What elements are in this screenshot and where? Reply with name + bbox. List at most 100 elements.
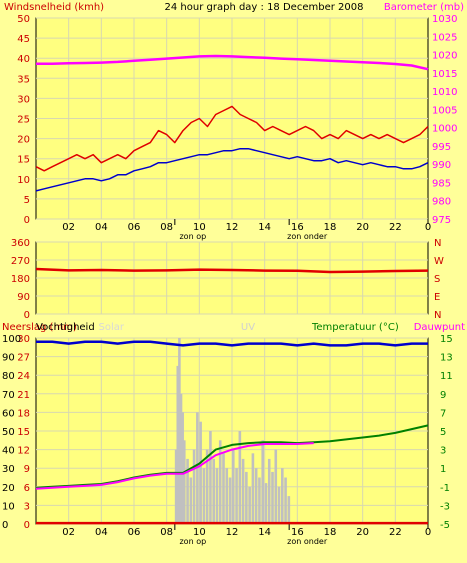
solar-bar [284, 477, 287, 524]
barometer-y-tick-label: 1000 [432, 124, 457, 135]
solar-bar [267, 458, 271, 524]
temperature-y-tick-label: 1 [440, 464, 446, 475]
solar-bar [287, 496, 291, 524]
humidity-axis-title: Vochtigheid [36, 322, 95, 333]
wind-y-tick-label: 20 [17, 135, 30, 146]
solar-bar [212, 458, 215, 524]
humidity-y-tick-label: 40 [2, 446, 15, 457]
chart-layer: 0510152025303540455097598098599099510001… [2, 14, 457, 546]
chart-title: 24 hour graph day : 18 December 2008 [165, 2, 364, 13]
solar-bar [277, 486, 281, 524]
solar-bar [254, 468, 258, 524]
solar-bar [241, 458, 245, 524]
solar-bar [199, 421, 202, 524]
barometer-y-tick-label: 980 [432, 197, 451, 208]
solar-bar [176, 365, 180, 524]
wind-y-tick-label: 50 [17, 14, 30, 25]
wind-y-tick-label: 10 [17, 175, 30, 186]
wind-y-tick-label: 40 [17, 54, 30, 65]
x-tick-label: 22 [389, 222, 402, 233]
solar-bar [264, 483, 268, 524]
solar-bar [222, 453, 225, 524]
solar-bar [209, 431, 212, 524]
sun-marker-label: zon onder [287, 537, 328, 546]
dewpoint-line [35, 442, 314, 490]
solar-bar [228, 477, 232, 524]
x-tick-label: 14 [258, 222, 271, 233]
temperature-axis-title: Temperatuur (°C) [311, 322, 399, 333]
solar-bar [202, 468, 206, 524]
x-tick-label: 20 [356, 527, 369, 538]
barometer-y-tick-label: 1005 [432, 105, 457, 116]
rain-y-tick-label: 12 [17, 446, 30, 457]
direction-y-tick-label: 180 [11, 274, 30, 285]
compass-label: W [434, 256, 444, 267]
solar-bar [181, 412, 184, 524]
humidity-y-tick-label: 20 [2, 483, 15, 494]
temperature-y-tick-label: -3 [440, 501, 450, 512]
rain-y-tick-label: 18 [17, 408, 30, 419]
temperature-y-tick-label: 13 [440, 353, 453, 364]
x-tick-label: 12 [226, 222, 239, 233]
temperature-y-tick-label: 15 [440, 334, 453, 345]
humidity-y-tick-label: 30 [2, 464, 15, 475]
humidity-y-tick-label: 100 [2, 334, 21, 345]
x-tick-label: 10 [193, 527, 206, 538]
barometer-y-tick-label: 1030 [432, 14, 457, 25]
x-tick-label: 04 [95, 527, 108, 538]
barometer-y-tick-label: 975 [432, 215, 451, 226]
solar-bar [232, 449, 235, 524]
x-tick-label: 18 [324, 527, 337, 538]
direction-y-tick-label: 0 [24, 310, 30, 321]
solar-bar [179, 393, 183, 524]
solar-bar [192, 449, 196, 524]
wind-direction-line [35, 267, 429, 274]
rain-axis-title: Neerslag (mm) [2, 322, 77, 333]
rain-y-tick-label: 27 [17, 353, 30, 364]
rain-y-tick-label: 6 [24, 483, 30, 494]
barometer-y-tick-label: 995 [432, 142, 451, 153]
x-tick-label: 12 [226, 527, 239, 538]
sun-marker-label: zon op [179, 232, 206, 241]
solar-axis-title: Solar [99, 322, 125, 333]
solar-bar [251, 453, 255, 524]
solar-bar [271, 471, 274, 524]
sun-marker-label: zon op [179, 537, 206, 546]
solar-bar [225, 468, 229, 524]
solar-bar [245, 471, 248, 524]
solar-bar [238, 431, 242, 524]
barometer-line [36, 54, 429, 71]
humidity-y-tick-label: 0 [2, 520, 8, 531]
solar-bar [258, 477, 261, 524]
solar-bar [274, 449, 278, 524]
uv-axis-title: UV [241, 322, 255, 333]
solar-bar [205, 449, 209, 524]
humidity-y-tick-label: 80 [2, 371, 15, 382]
x-tick-label: 08 [160, 527, 173, 538]
barometer-axis-title: Barometer (mb) [384, 2, 464, 13]
barometer-y-tick-label: 1015 [432, 69, 457, 80]
x-tick-label: 22 [389, 527, 402, 538]
humidity-line [36, 340, 428, 347]
rain-y-tick-label: 24 [17, 371, 30, 382]
wind-y-tick-label: 45 [17, 34, 30, 45]
wind-axis-title: Windsnelheid (kmh) [4, 2, 104, 13]
rain-y-tick-label: 30 [17, 334, 30, 345]
temperature-y-tick-label: 5 [440, 427, 446, 438]
temperature-y-tick-label: 3 [440, 446, 446, 457]
sun-marker-label: zon onder [287, 232, 328, 241]
x-tick-label: 14 [258, 527, 271, 538]
wind-average-line [35, 147, 429, 192]
rain-y-tick-label: 3 [24, 501, 30, 512]
x-tick-label: 0 [425, 222, 431, 233]
humidity-y-tick-label: 90 [2, 353, 15, 364]
compass-label: N [434, 310, 441, 321]
rain-y-tick-label: 9 [24, 464, 30, 475]
temperature-y-tick-label: 7 [440, 408, 446, 419]
compass-label: N [434, 238, 441, 249]
humidity-y-tick-label: 60 [2, 408, 15, 419]
solar-bar [281, 468, 284, 524]
solar-bar [174, 449, 178, 524]
x-tick-label: 06 [128, 527, 141, 538]
barometer-y-tick-label: 1025 [432, 32, 457, 43]
